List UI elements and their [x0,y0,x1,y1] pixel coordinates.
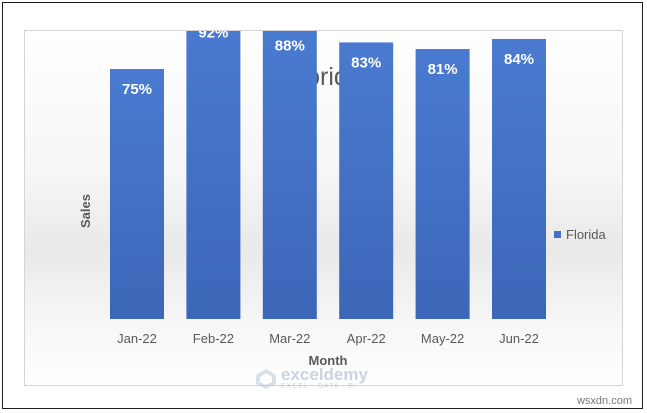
legend-label-florida: Florida [566,227,606,242]
exceldemy-logo-icon [256,368,276,389]
bar-feb-22[interactable] [186,31,241,320]
watermark-tagline: EXCEL · DATA · BI [281,383,357,390]
x-tick-jan-22: Jan-22 [117,331,157,346]
x-tick-jun-22: Jun-22 [499,331,539,346]
x-tick-apr-22: Apr-22 [347,331,386,346]
chart-frame: Florida 75% 92% 88% 83% 81% 84% Jan-22 Feb-22 M… [2,2,643,409]
bar-apr-22[interactable] [339,42,394,320]
data-label-apr-22: 83% [351,54,381,71]
x-tick-feb-22: Feb-22 [193,331,234,346]
bar-mar-22[interactable] [262,31,317,319]
x-tick-labels: Jan-22 Feb-22 Mar-22 Apr-22 May-22 Jun-22 [117,331,539,346]
bar-jun-22[interactable] [492,39,546,319]
legend-swatch-florida [554,231,561,238]
legend[interactable]: Florida [554,227,606,242]
data-label-may-22: 81% [428,61,458,78]
bar-may-22[interactable] [415,49,470,319]
x-axis-label: Month [309,353,348,368]
chart-area[interactable]: Florida 75% 92% 88% 83% 81% 84% Jan-22 Feb-22 M… [24,30,623,386]
x-tick-mar-22: Mar-22 [269,331,310,346]
watermark: exceldemy EXCEL · DATA · BI [255,365,368,390]
y-axis-label: Sales [78,194,93,228]
x-tick-may-22: May-22 [421,331,464,346]
watermark-name: exceldemy [281,365,368,384]
site-watermark: wsxdn.com [576,395,632,407]
data-label-jan-22: 75% [122,81,152,98]
bar-group: 75% 92% 88% 83% 81% 84% [110,31,546,320]
data-label-mar-22: 88% [275,38,305,55]
data-label-feb-22: 92% [198,31,228,41]
data-label-jun-22: 84% [504,51,534,68]
bar-jan-22[interactable] [110,69,164,319]
plot-area: 75% 92% 88% 83% 81% 84% Jan-22 Feb-22 Mar-22 Apr… [78,31,546,368]
